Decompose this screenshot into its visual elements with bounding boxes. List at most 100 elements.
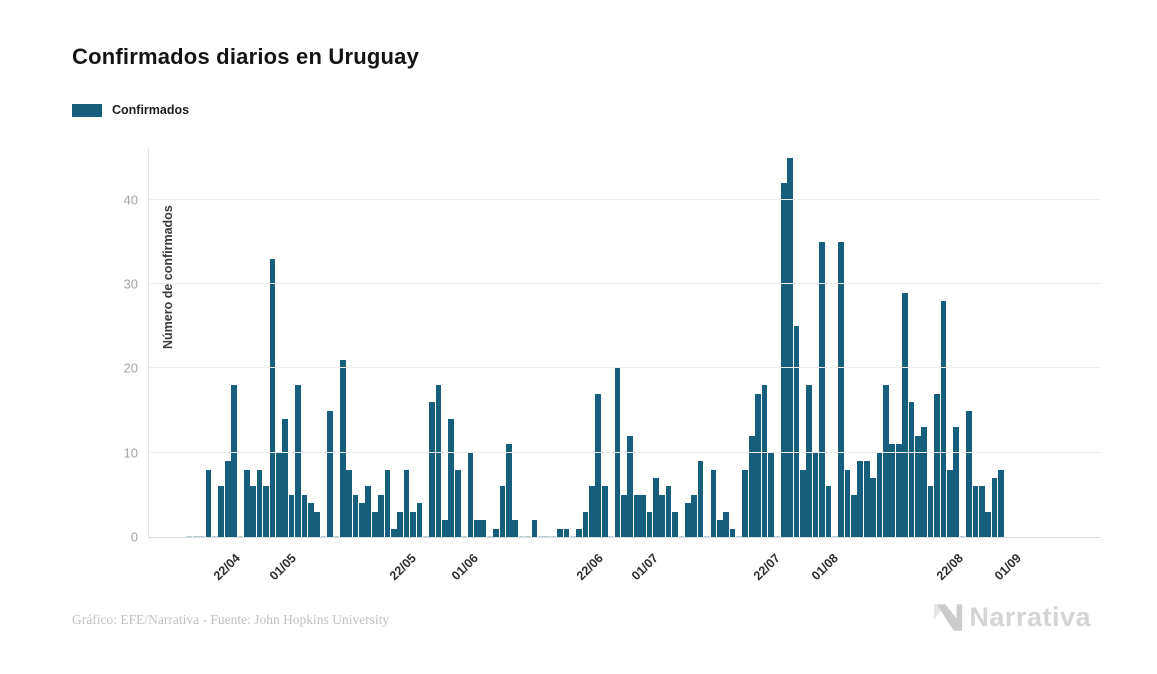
bar: [870, 478, 876, 537]
bar: [205, 469, 212, 537]
bar: [723, 511, 729, 537]
bar: [908, 402, 915, 537]
y-tick-label: 10: [123, 445, 138, 461]
bar: [525, 536, 531, 537]
bar: [819, 241, 825, 537]
bar: [844, 469, 851, 537]
gridline: [149, 283, 1101, 285]
bar: [946, 469, 953, 537]
bar: [333, 536, 340, 537]
bar: [825, 486, 832, 537]
bar: [902, 292, 908, 537]
narrativa-logo-text: Narrativa: [969, 602, 1091, 632]
bar: [339, 360, 346, 537]
bar: [889, 444, 896, 537]
bar: [454, 469, 461, 537]
bar: [537, 536, 544, 537]
bar: [237, 536, 244, 537]
bar: [250, 486, 257, 537]
bar: [448, 419, 455, 537]
x-tick-label: 22/06: [574, 551, 607, 584]
bar: [263, 486, 269, 537]
bar: [608, 536, 614, 537]
bar: [768, 452, 774, 537]
narrativa-logo: Narrativa: [933, 602, 1091, 633]
bar: [550, 536, 557, 537]
bar: [416, 503, 423, 537]
legend: Confirmados: [72, 103, 189, 117]
bar: [934, 393, 940, 537]
gridline: [149, 451, 1101, 453]
bar: [991, 478, 998, 537]
bar: [269, 258, 276, 537]
bar: [480, 520, 487, 537]
bar: [883, 385, 889, 537]
bar: [793, 326, 800, 537]
bar: [780, 182, 787, 537]
footer-credit: Gráfico: EFE/Narrativa - Fuente: John Ho…: [72, 612, 390, 627]
bar: [231, 385, 237, 537]
x-tick-label: 22/07: [750, 551, 783, 584]
bar: [256, 469, 263, 537]
bar: [966, 410, 972, 537]
bar: [474, 520, 480, 537]
bar: [397, 511, 404, 537]
bar: [422, 536, 429, 537]
bar: [640, 494, 646, 537]
bar: [953, 427, 960, 537]
bar: [544, 536, 551, 537]
bar: [704, 536, 710, 537]
bar: [940, 301, 947, 537]
bar: [959, 536, 966, 537]
bar: [327, 410, 333, 537]
bar: [806, 385, 813, 537]
plot-area: 22/04 01/05 22/05 01/06 22/06 01/07 22/07 01/08…: [148, 148, 1101, 583]
bar: [224, 461, 231, 537]
x-tick-label: 01/06: [448, 551, 481, 584]
x-tick-label: 22/04: [210, 551, 243, 584]
bar: [799, 469, 806, 537]
x-tick-label: 01/09: [992, 551, 1025, 584]
gridline: [149, 367, 1101, 369]
bar: [665, 486, 672, 537]
bar: [512, 520, 519, 537]
bar: [710, 469, 717, 537]
x-tick-label: 22/05: [386, 551, 419, 584]
bar: [684, 503, 691, 537]
bar: [601, 486, 608, 537]
bar: [243, 469, 250, 537]
bar: [748, 435, 755, 537]
bar: [633, 494, 640, 537]
bar: [518, 536, 525, 537]
bar: [621, 494, 627, 537]
bars: [186, 148, 1004, 537]
bar: [761, 385, 768, 537]
bar: [627, 435, 634, 537]
bar: [787, 157, 793, 537]
bar: [557, 528, 563, 537]
bar: [985, 511, 991, 537]
x-tick-label: 01/07: [628, 551, 661, 584]
bar: [467, 452, 474, 537]
bar: [218, 486, 225, 537]
y-tick-label: 40: [123, 192, 138, 208]
bar: [876, 452, 883, 537]
bar: [697, 461, 704, 537]
bar: [435, 385, 442, 537]
bar: [346, 469, 352, 537]
bar: [857, 461, 864, 537]
bar: [589, 486, 595, 537]
bar: [895, 444, 902, 537]
bar: [652, 478, 659, 537]
bar: [569, 536, 576, 537]
bar: [851, 494, 857, 537]
legend-swatch: [72, 103, 102, 117]
bar: [320, 536, 327, 537]
bar: [729, 528, 736, 537]
bar: [486, 536, 493, 537]
y-tick-label: 20: [123, 360, 138, 376]
bar: [442, 520, 448, 537]
bar: [371, 511, 378, 537]
bar: [576, 528, 582, 537]
